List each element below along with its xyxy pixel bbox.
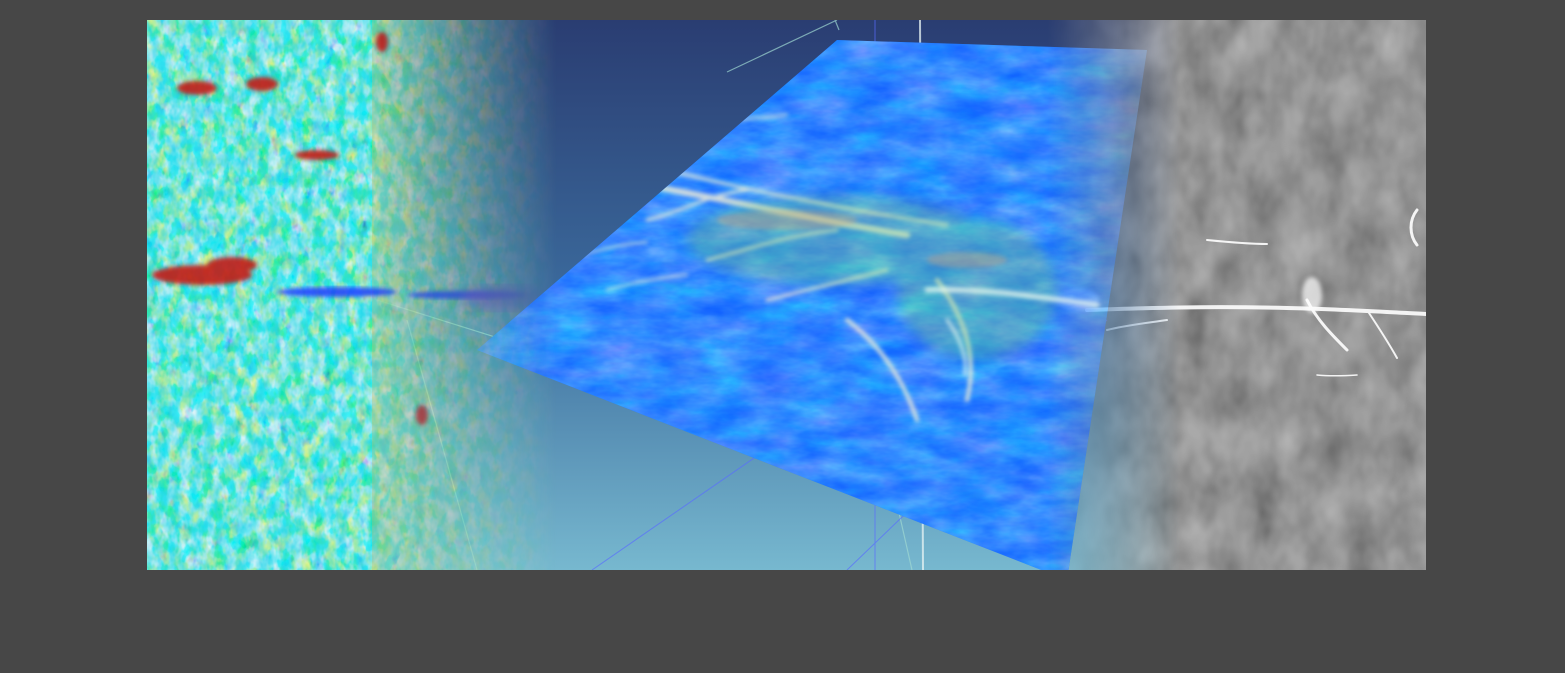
grayscale-panel	[1047, 20, 1426, 570]
fault-highlight	[924, 287, 1100, 377]
seismic-visualization-banner	[147, 20, 1426, 570]
heatmap-panel	[147, 20, 557, 570]
seismic-volume-image	[147, 20, 1426, 570]
